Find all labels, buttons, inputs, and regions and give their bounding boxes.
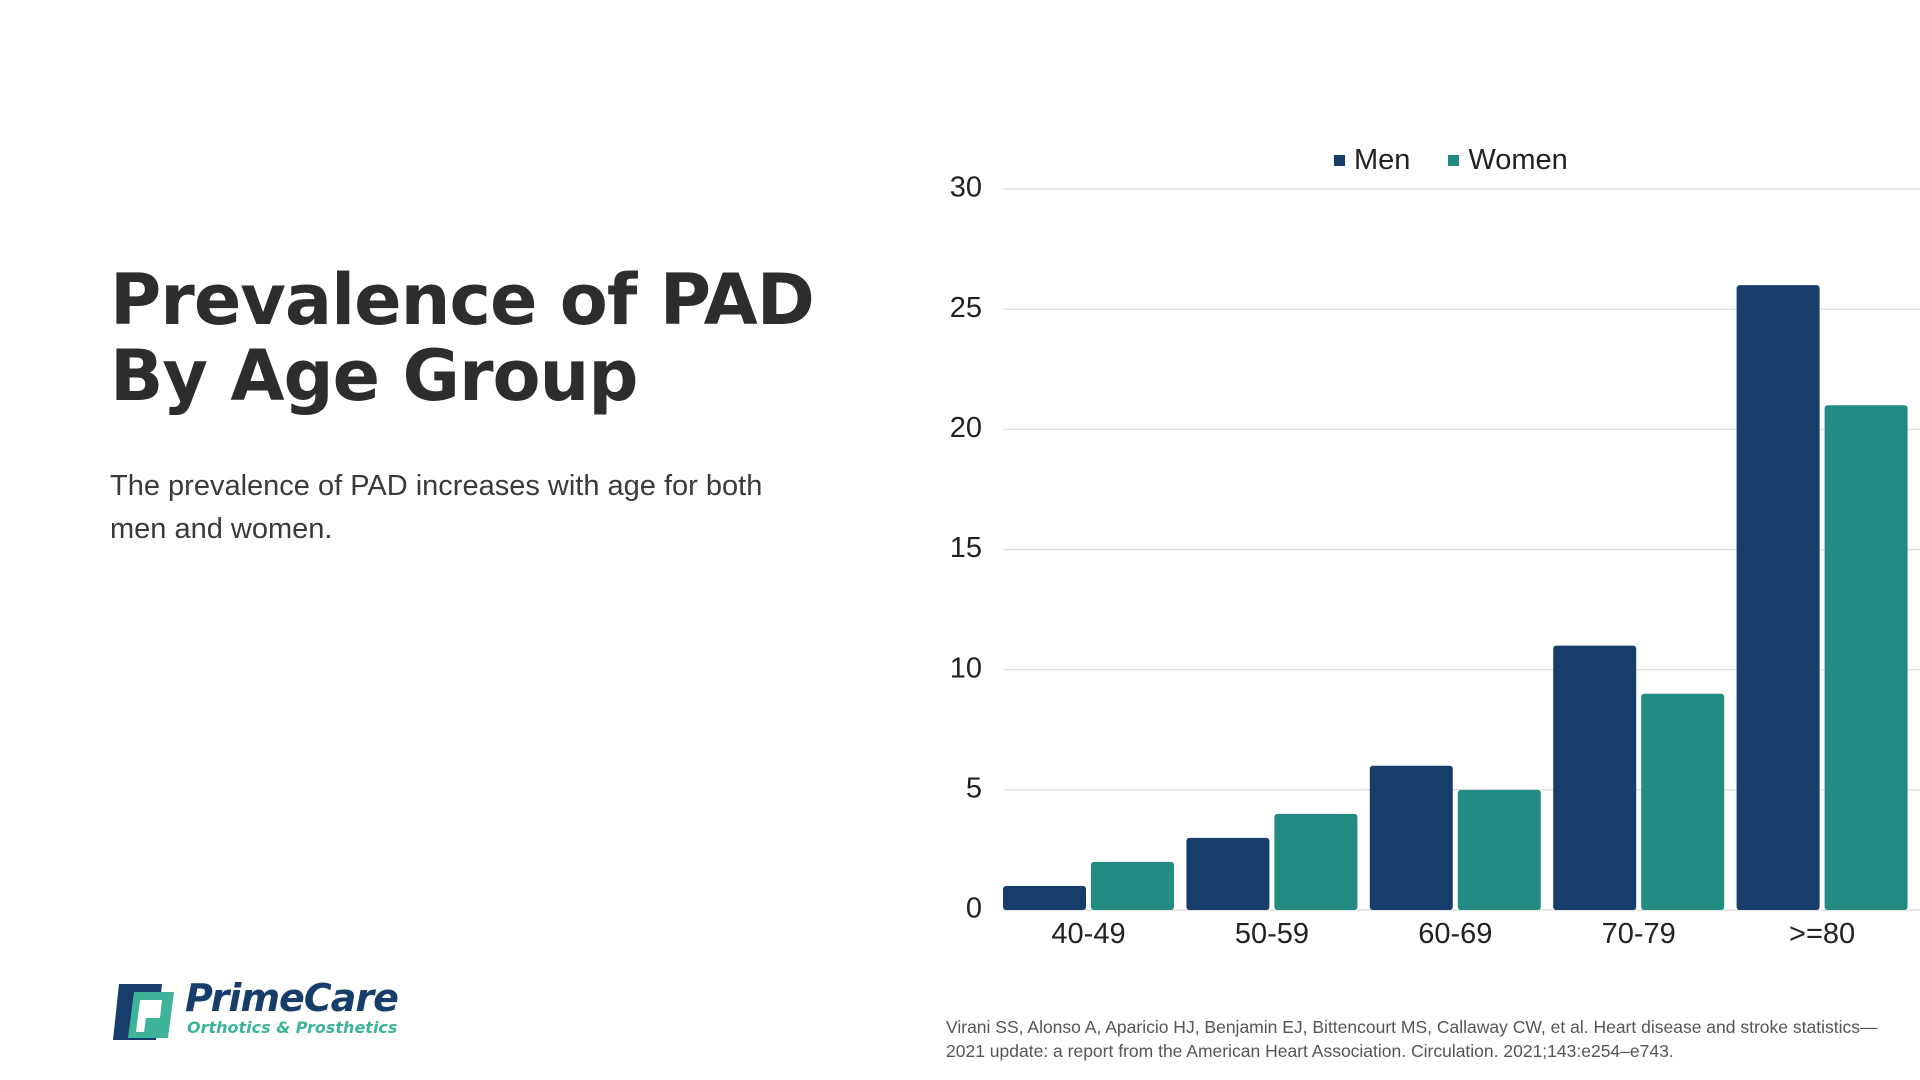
legend-swatch-men [1334, 154, 1345, 166]
chart-legend: Men Women [1334, 142, 1606, 178]
y-tick-label-0: 0 [966, 893, 982, 925]
citation: Virani SS, Alonso A, Aparicio HJ, Benjam… [946, 1017, 1878, 1061]
bar-men-40-49 [1003, 885, 1086, 910]
y-tick-label-15: 15 [950, 532, 982, 564]
legend-item-men: Men [1334, 144, 1410, 177]
bar-women-40-49 [1091, 861, 1174, 910]
slide-subtitle: The prevalence of PAD increases with age… [110, 470, 763, 545]
bar-men-50-59 [1186, 837, 1270, 910]
legend-label-women: Women [1468, 143, 1568, 176]
bar-women-60-69 [1457, 789, 1541, 910]
bar-men->=80 [1736, 285, 1820, 911]
logo-tagline: Orthotics & Prosthetics [187, 1018, 398, 1037]
legend-label-men: Men [1354, 143, 1411, 176]
primecare-logo-icon [113, 984, 174, 1040]
slide-title-line-1: Prevalence of PAD [110, 259, 815, 341]
bar-men-60-69 [1369, 765, 1453, 910]
y-tick-label-30: 30 [950, 172, 982, 204]
logo-name: PrimeCare [185, 976, 399, 1020]
slide-title-line-2: By Age Group [110, 335, 638, 417]
y-tick-label-25: 25 [950, 292, 982, 324]
slide-title: Prevalence of PAD By Age Group [110, 259, 815, 417]
primecare-logo: PrimeCare Orthotics & Prosthetics [110, 976, 430, 1044]
y-tick-label-5: 5 [966, 772, 982, 804]
x-tick-label-70-79: 70-79 [1602, 918, 1676, 950]
bar-women-50-59 [1274, 813, 1358, 910]
x-tick-label->=80: >=80 [1789, 918, 1855, 950]
bar-women->=80 [1824, 405, 1908, 910]
bar-chart: 0 5 10 15 20 25 30 40-49 50-59 60-69 70-79 >=80 [950, 172, 1920, 950]
bar-women-70-79 [1641, 693, 1725, 910]
legend-item-women: Women [1448, 143, 1568, 177]
y-tick-label-10: 10 [950, 652, 982, 684]
x-tick-label-40-49: 40-49 [1051, 918, 1125, 950]
y-tick-label-20: 20 [950, 412, 982, 444]
x-tick-label-50-59: 50-59 [1235, 918, 1309, 950]
bar-men-70-79 [1553, 645, 1637, 910]
legend-swatch-women [1448, 154, 1460, 166]
x-tick-label-60-69: 60-69 [1418, 918, 1492, 950]
